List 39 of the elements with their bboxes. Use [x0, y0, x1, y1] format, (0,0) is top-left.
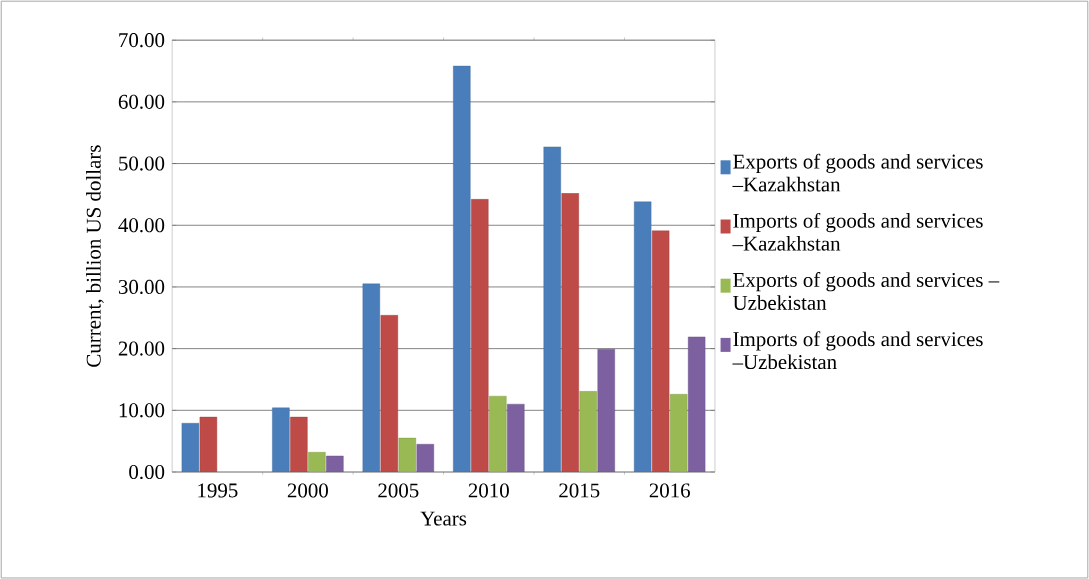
bar [561, 192, 579, 472]
bar [670, 394, 688, 472]
bar [362, 283, 381, 472]
bar [380, 315, 399, 472]
y-tick-label: 20.00 [118, 341, 165, 356]
y-tick-label: 10.00 [119, 403, 165, 418]
x-tick-label: 2005 [378, 483, 419, 498]
bar [471, 199, 489, 472]
bar [579, 390, 597, 472]
bar [507, 403, 525, 472]
bar [398, 437, 417, 472]
bar [308, 451, 326, 472]
x-tick-label: 2016 [649, 483, 691, 498]
bar [290, 416, 308, 472]
legend-label: Exports of goods and services – Uzbekistan [732, 272, 1000, 310]
bar [688, 336, 706, 472]
legend-label: Imports of goods and services –Kazakhstan [732, 212, 983, 251]
x-tick-label: 1995 [198, 483, 238, 498]
y-axis-title: Current, billion US dollars [86, 145, 104, 367]
legend-label: Imports of goods and services –Uzbekistan [732, 331, 983, 370]
bar [199, 416, 218, 472]
y-tick-label: 30.00 [118, 279, 165, 294]
x-tick-label: 2010 [468, 483, 509, 498]
bar [634, 201, 652, 472]
bar [543, 146, 561, 472]
bar [597, 348, 615, 472]
bar [453, 65, 471, 472]
y-tick-label: 50.00 [119, 156, 165, 171]
y-tick-label: 60.00 [118, 94, 165, 109]
x-tick-label: 2015 [559, 483, 600, 498]
x-axis-title: Years [420, 511, 467, 526]
y-tick-label: 70.00 [119, 33, 165, 48]
y-tick-label: 40.00 [118, 218, 165, 233]
bar [652, 230, 670, 472]
legend-label: Exports of goods and services –Kazakhstan [732, 153, 983, 192]
x-tick-label: 2000 [287, 483, 328, 498]
bar [272, 407, 290, 472]
y-tick-label: 0.00 [129, 464, 165, 480]
bar [489, 395, 507, 472]
